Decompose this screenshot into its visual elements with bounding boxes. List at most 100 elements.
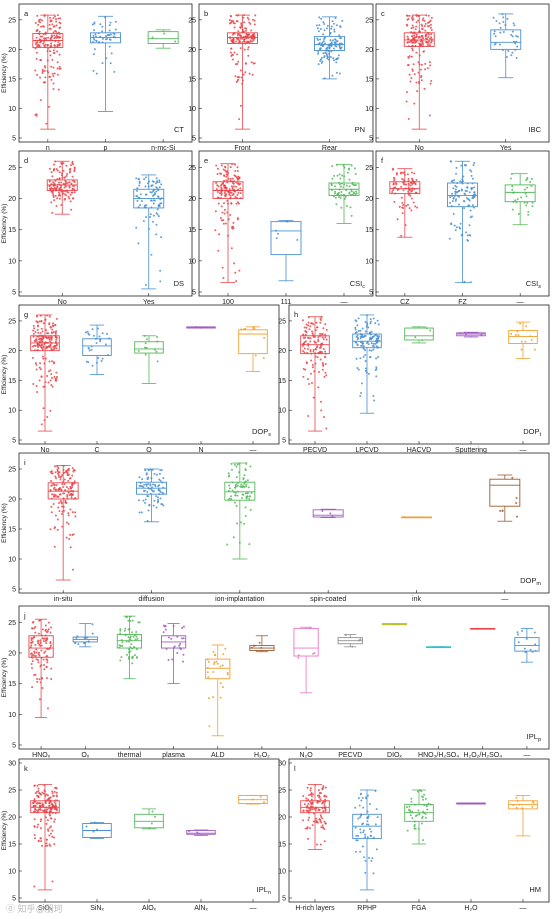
- data-point: [344, 634, 347, 637]
- data-point: [226, 199, 229, 202]
- data-point: [148, 227, 151, 230]
- data-point: [44, 628, 47, 631]
- data-point: [247, 54, 250, 57]
- data-point: [509, 177, 512, 180]
- data-point: [67, 522, 70, 525]
- data-point: [368, 857, 371, 860]
- data-point: [227, 218, 230, 221]
- data-point: [54, 341, 57, 344]
- data-point: [403, 516, 406, 518]
- data-point: [55, 336, 58, 339]
- box-ink: ink: [401, 516, 432, 603]
- data-point: [510, 54, 513, 57]
- data-point: [66, 490, 69, 493]
- data-point: [154, 193, 157, 196]
- data-point: [232, 536, 235, 539]
- data-point: [430, 16, 433, 19]
- data-point: [39, 820, 42, 823]
- data-point: [55, 791, 58, 794]
- data-point: [228, 36, 231, 39]
- data-point: [350, 188, 353, 191]
- data-point: [179, 648, 182, 651]
- data-point: [142, 486, 145, 489]
- data-point: [36, 680, 39, 683]
- data-point: [412, 26, 415, 29]
- data-point: [520, 340, 523, 343]
- data-point: [45, 808, 48, 811]
- data-point: [149, 215, 152, 218]
- data-point: [55, 338, 58, 341]
- y-tick-label: 30: [8, 761, 16, 768]
- data-point: [152, 214, 155, 217]
- data-point: [107, 34, 110, 37]
- data-point: [56, 518, 59, 521]
- data-point: [251, 18, 254, 21]
- data-point: [108, 337, 111, 340]
- data-point: [33, 349, 36, 352]
- data-point: [423, 19, 426, 22]
- data-point: [424, 29, 427, 32]
- data-point: [124, 627, 127, 630]
- data-point: [141, 478, 144, 481]
- data-point: [236, 14, 239, 17]
- data-point: [43, 651, 46, 654]
- data-point: [162, 486, 165, 489]
- data-point: [216, 662, 219, 665]
- data-point: [454, 192, 457, 195]
- data-point: [244, 71, 247, 74]
- data-point: [318, 795, 321, 798]
- data-point: [329, 39, 332, 42]
- data-point: [468, 191, 471, 194]
- box-body: [489, 478, 521, 507]
- data-point: [231, 33, 234, 36]
- data-point: [313, 335, 316, 338]
- data-point: [530, 185, 533, 188]
- data-point: [229, 197, 232, 200]
- data-point: [375, 848, 378, 851]
- data-point: [149, 191, 152, 194]
- data-point: [139, 193, 142, 196]
- data-point: [144, 346, 147, 349]
- data-point: [360, 814, 363, 817]
- data-point: [393, 179, 396, 182]
- data-point: [53, 820, 56, 823]
- data-point: [359, 337, 362, 340]
- data-point: [215, 660, 218, 663]
- data-point: [149, 484, 152, 487]
- data-point: [64, 182, 67, 185]
- data-point: [331, 514, 334, 517]
- data-point: [419, 40, 422, 43]
- data-point: [321, 802, 324, 805]
- data-point: [30, 639, 33, 642]
- data-point: [131, 655, 134, 658]
- data-point: [232, 185, 235, 188]
- data-point: [237, 30, 240, 33]
- data-point: [305, 323, 308, 326]
- y-tick-label: 15: [278, 842, 286, 849]
- data-point: [308, 816, 311, 819]
- data-point: [429, 23, 432, 26]
- data-point: [469, 234, 472, 237]
- data-point: [310, 381, 313, 384]
- data-point: [45, 810, 48, 813]
- y-tick-label: 20: [8, 47, 16, 54]
- data-point: [60, 163, 63, 166]
- data-point: [136, 187, 139, 190]
- box-H-rich layers: H-rich layers: [295, 783, 335, 912]
- data-point: [383, 623, 386, 626]
- data-point: [50, 342, 53, 345]
- data-point: [354, 331, 357, 334]
- data-point: [44, 650, 47, 653]
- data-point: [54, 489, 57, 492]
- data-point: [162, 477, 165, 480]
- data-point: [227, 190, 230, 193]
- data-point: [417, 827, 420, 830]
- data-point: [51, 58, 54, 61]
- data-point: [408, 207, 411, 210]
- data-point: [520, 196, 523, 199]
- data-point: [471, 177, 474, 180]
- data-point: [106, 332, 109, 335]
- data-point: [58, 193, 61, 196]
